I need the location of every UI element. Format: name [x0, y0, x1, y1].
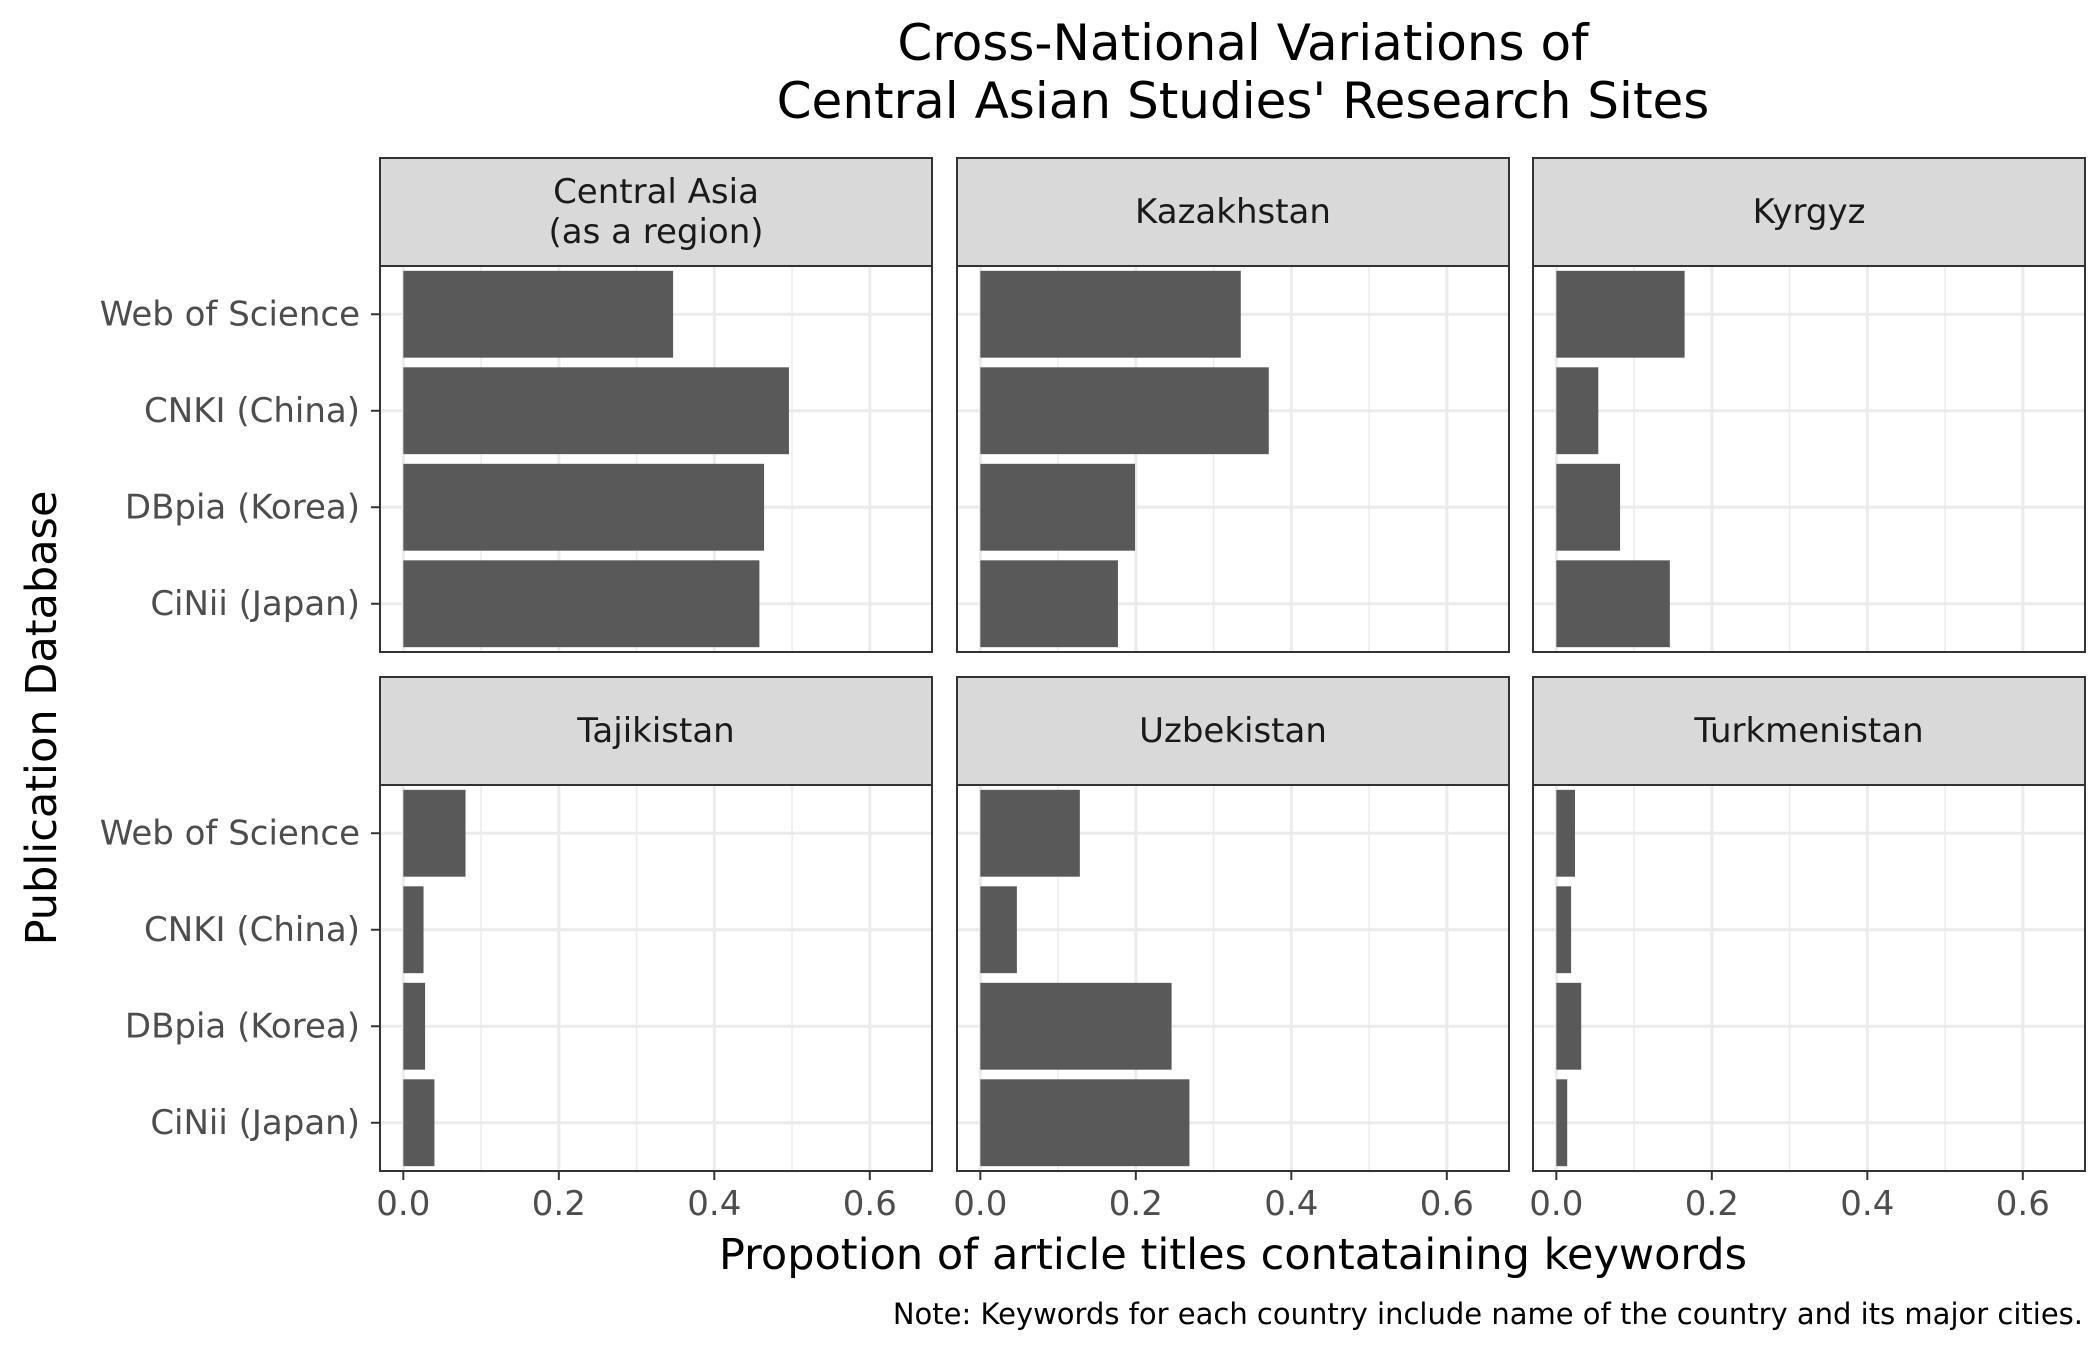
x-tick-label: 0.0 — [1529, 1184, 1583, 1224]
x-tick-label: 0.2 — [1685, 1184, 1739, 1224]
bar — [1556, 1079, 1568, 1167]
x-axis-title: Propotion of article titles contataining… — [719, 1230, 1747, 1280]
facet-label: Tajikistan — [576, 711, 734, 751]
facet-panel: Central Asia (as a region) Web of Science C… — [100, 157, 933, 653]
bar — [980, 886, 1017, 974]
facet-panel: Tajikistan Web of Science CNKI (China) DBpi… — [100, 676, 933, 1224]
y-axis-title: Publication Database — [17, 491, 67, 946]
x-tick-label: 0.6 — [843, 1184, 897, 1224]
facet-label: Central Asia (as a region) — [548, 172, 763, 252]
bar — [403, 982, 426, 1070]
facet-label: Kyrgyz — [1753, 192, 1866, 232]
bar — [980, 367, 1269, 455]
bar — [403, 367, 789, 455]
x-tick-label: 0.2 — [1109, 1184, 1163, 1224]
bar — [980, 1079, 1190, 1167]
y-tick-label: DBpia (Korea) — [125, 487, 360, 527]
bar — [1556, 789, 1575, 877]
facet-strip — [379, 676, 933, 786]
bar — [403, 1079, 435, 1167]
y-tick-label: CNKI (China) — [144, 391, 360, 431]
facet-panel: Turkmenistan 0.0 0.2 0.4 0.6 — [1529, 676, 2086, 1224]
facet-panel: Kazakhstan — [956, 157, 1510, 653]
facet-strip — [1532, 157, 2086, 267]
y-tick-label: Web of Science — [100, 813, 360, 853]
y-tick-label: CNKI (China) — [144, 910, 360, 950]
facet-panel: Kyrgyz — [1532, 157, 2086, 653]
facet-strip — [956, 157, 1510, 267]
bar — [403, 560, 760, 648]
bar — [980, 789, 1080, 877]
bar — [403, 270, 674, 358]
bar — [980, 463, 1136, 551]
panel-background — [380, 785, 932, 1171]
bar — [1556, 982, 1582, 1070]
bar — [1556, 367, 1599, 455]
x-tick-label: 0.4 — [1264, 1184, 1318, 1224]
chart-caption: Note: Keywords for each country include … — [893, 1297, 2083, 1331]
bar — [1556, 463, 1621, 551]
x-tick-label: 0.6 — [1420, 1184, 1474, 1224]
bar — [980, 270, 1241, 358]
facet-label: Uzbekistan — [1139, 711, 1327, 751]
x-tick-label: 0.6 — [1996, 1184, 2050, 1224]
bar — [1556, 560, 1670, 648]
bar — [1556, 270, 1685, 358]
x-tick-label: 0.0 — [376, 1184, 430, 1224]
x-tick-label: 0.4 — [1840, 1184, 1894, 1224]
y-tick-label: CiNii (Japan) — [150, 584, 360, 624]
facet-label: Turkmenistan — [1693, 711, 1923, 751]
facet-strip — [956, 676, 1510, 786]
y-tick-label: CiNii (Japan) — [150, 1103, 360, 1143]
facet-strip — [1532, 676, 2086, 786]
facet-panel: Uzbekistan 0.0 0.2 0.4 0.6 — [953, 676, 1510, 1224]
chart-title: Cross-National Variations of Central Asia… — [777, 14, 1710, 130]
bar — [980, 982, 1172, 1070]
y-tick-label: DBpia (Korea) — [125, 1006, 360, 1046]
bar — [403, 463, 765, 551]
bar — [403, 886, 424, 974]
x-tick-label: 0.4 — [687, 1184, 741, 1224]
x-tick-label: 0.2 — [532, 1184, 586, 1224]
bar — [403, 789, 466, 877]
y-tick-label: Web of Science — [100, 294, 360, 334]
x-tick-label: 0.0 — [953, 1184, 1007, 1224]
facet-strip — [379, 157, 933, 267]
bar — [980, 560, 1118, 648]
facet-label: Kazakhstan — [1135, 192, 1331, 232]
bar — [1556, 886, 1572, 974]
facet-panels: Central Asia (as a region) Web of Science C… — [100, 157, 2086, 1224]
panel-background — [1533, 785, 2085, 1171]
